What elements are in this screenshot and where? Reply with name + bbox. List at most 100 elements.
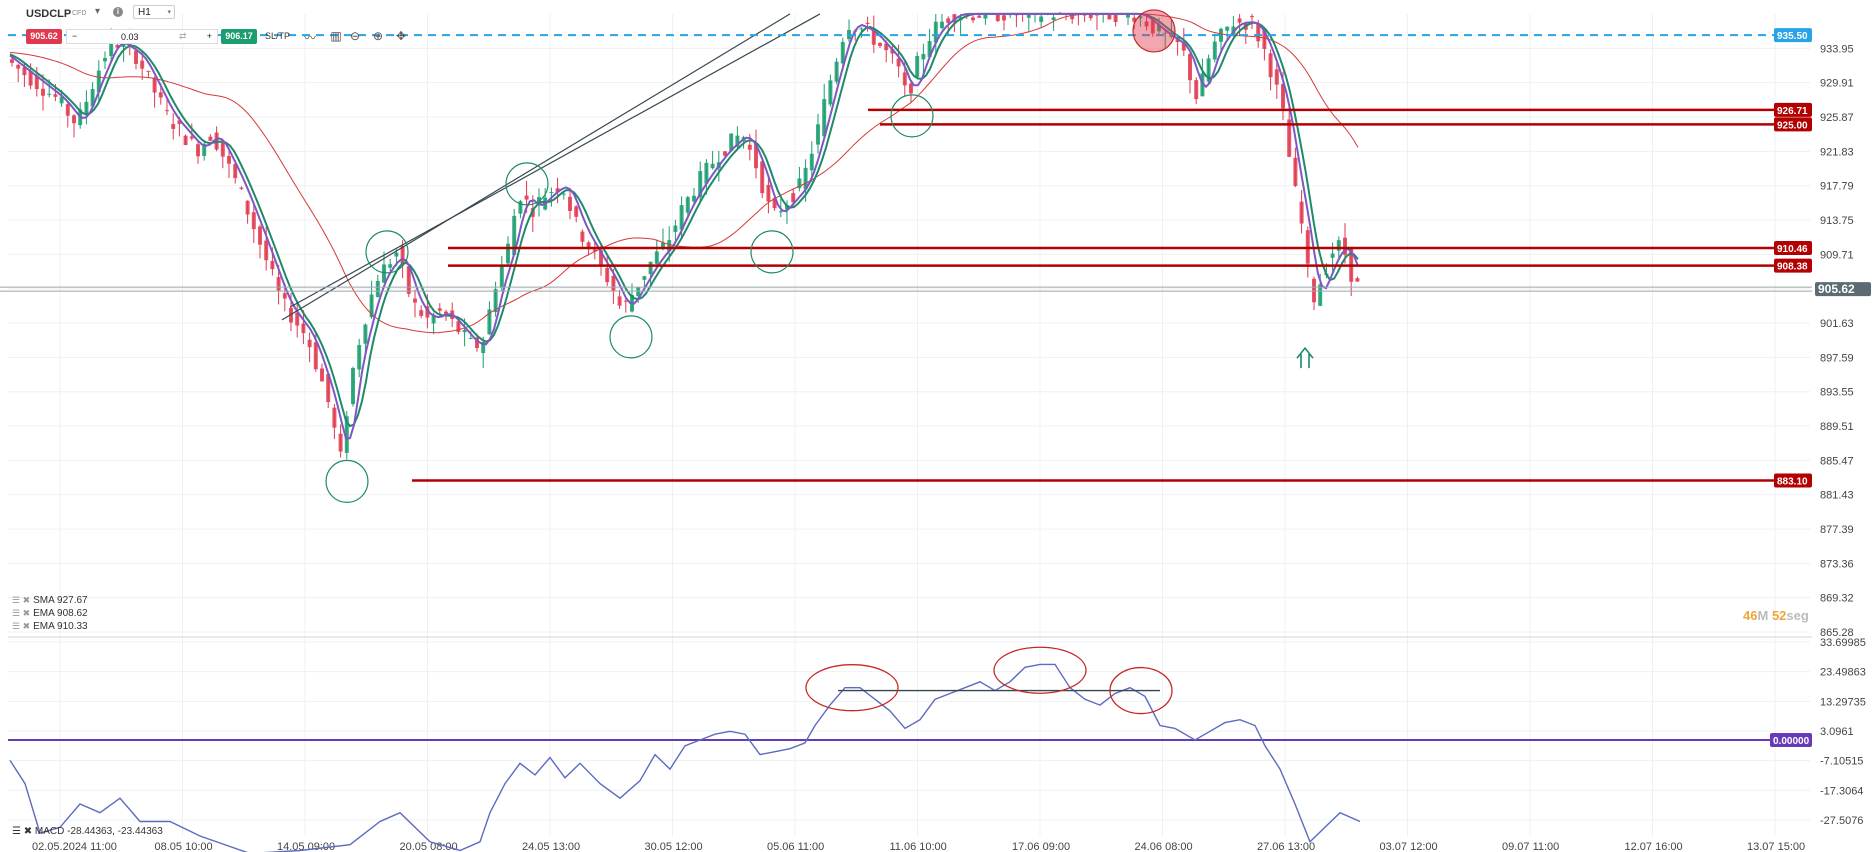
candle-bear — [871, 29, 876, 45]
candle-bear — [326, 374, 331, 403]
chevron-down-icon[interactable]: ▾ — [95, 6, 101, 17]
candle-bear — [456, 321, 461, 333]
candle-bull — [506, 243, 510, 264]
candle-bear — [22, 67, 27, 76]
price-tag — [1815, 282, 1871, 297]
candle-bear — [295, 312, 300, 326]
macd-legend-label: ☰ ✖ MACD -28.44363, -23.44363 — [12, 826, 163, 837]
candle-bear — [580, 231, 585, 242]
candle-bear — [233, 164, 238, 179]
macd-y-tick-label: 33.69985 — [1820, 637, 1866, 649]
candle-bull — [778, 211, 783, 213]
y-tick-label: 929.91 — [1820, 78, 1854, 90]
sell-button[interactable]: 905.62 — [26, 29, 62, 44]
candle-bear — [10, 59, 14, 63]
candle-bear — [605, 267, 610, 283]
trendline — [281, 13, 791, 321]
settings-icon[interactable]: ☰ ✖ — [12, 608, 31, 618]
zoom-out-icon[interactable]: ⊖ — [349, 29, 361, 43]
candle-bull — [834, 61, 839, 82]
candle-bear — [586, 242, 591, 250]
candle-bear — [611, 275, 616, 291]
x-tick-label: 30.05 12:00 — [645, 841, 703, 852]
candle-bull — [344, 416, 349, 453]
candle-bull — [369, 294, 374, 318]
trendline — [289, 13, 821, 308]
candle-bear — [1256, 23, 1261, 42]
candle-bear — [1088, 14, 1093, 19]
candle-bear — [338, 433, 343, 452]
indicator-label: EMA 910.33 — [33, 621, 88, 632]
candle-bull — [1206, 58, 1211, 82]
x-tick-label: 12.07 16:00 — [1625, 841, 1683, 852]
candle-bear — [208, 136, 213, 141]
candle-bear — [437, 308, 442, 311]
symbol-label[interactable]: USDCLP — [26, 8, 72, 20]
price-tag-label: 935.50 — [1777, 31, 1808, 42]
buy-button[interactable]: 906.17 — [221, 29, 257, 44]
quantity-value[interactable]: 0.03 — [121, 32, 139, 42]
settings-icon[interactable]: ☰ ✖ — [12, 621, 31, 631]
candle-bear — [760, 161, 765, 194]
price-tag-label: 908.38 — [1777, 262, 1808, 273]
candle-bear — [425, 306, 430, 318]
candle-bear — [1312, 278, 1316, 303]
time-axis: 02.05.2024 11:00 08.05 10:00 14.05 09:00 20… — [32, 841, 1805, 852]
settings-icon[interactable]: ☰ ✖ — [12, 595, 31, 605]
indicator-row[interactable]: ☰ ✖ EMA 910.33 — [12, 620, 88, 633]
candle-bull — [648, 261, 653, 275]
candle-bear — [524, 195, 529, 200]
price-tag-label: 926.71 — [1777, 106, 1808, 117]
highlight-circle — [505, 162, 549, 206]
indicator-row[interactable]: ☰ ✖ SMA 927.67 — [12, 594, 88, 607]
candle-bear — [902, 72, 907, 86]
candle-bear — [977, 15, 982, 18]
sltp-button[interactable]: SL/TP — [265, 31, 291, 41]
candle-bear — [270, 260, 275, 270]
y-tick-label: 881.43 — [1820, 490, 1854, 502]
candle-bear — [599, 250, 603, 265]
price-tag — [1774, 28, 1812, 43]
candle-bear — [258, 226, 262, 245]
highlight-circle — [1132, 9, 1176, 53]
candle-bull — [481, 342, 486, 354]
candle-bear — [158, 92, 163, 98]
candle-bear — [617, 296, 622, 306]
zoom-in-icon[interactable]: ⊕ — [372, 29, 384, 43]
increase-button[interactable]: + — [206, 31, 212, 41]
candle-bear — [115, 45, 120, 48]
candle-bull — [1225, 26, 1230, 31]
info-icon[interactable]: i — [113, 7, 123, 17]
candle-bull — [121, 42, 126, 48]
candle-bull — [357, 344, 362, 370]
crosshair-icon[interactable]: ✥ — [395, 29, 407, 43]
candle-bear — [1188, 54, 1192, 81]
candle-bull — [661, 242, 665, 247]
candle-bull — [84, 101, 89, 115]
candle-bear — [239, 187, 244, 189]
quantity-stepper[interactable]: − 0.03 ⇄ + — [66, 29, 218, 44]
decrease-button[interactable]: − — [72, 31, 78, 41]
swap-icon[interactable]: ⇄ — [179, 31, 187, 41]
price-tag — [1774, 102, 1812, 117]
indicator-icon[interactable]: 〰 — [303, 31, 316, 45]
candle-bull — [840, 42, 845, 64]
timeframe-select[interactable]: H1 ▾ — [133, 5, 175, 19]
candle-bear — [1343, 237, 1347, 255]
candle-bear — [413, 298, 417, 303]
x-tick-label: 24.05 13:00 — [522, 841, 580, 852]
candle-countdown: 46M 52seg — [1743, 608, 1809, 623]
price-tag-label: 910.46 — [1777, 244, 1808, 255]
price-tag-label: 925.00 — [1777, 120, 1808, 131]
price-axis: 933.95 929.91 925.87 921.83 917.79 913.75 909.… — [1774, 28, 1871, 639]
x-tick-label: 03.07 12:00 — [1380, 841, 1438, 852]
chart-type-icon[interactable]: ▥ — [330, 29, 342, 43]
indicator-row[interactable]: ☰ ✖ EMA 908.62 — [12, 607, 88, 620]
candle-bull — [1330, 253, 1335, 258]
candle-bear — [1194, 80, 1199, 100]
candle-bull — [394, 252, 399, 257]
candle-bull — [462, 329, 467, 333]
price-tag — [1774, 258, 1812, 273]
candle-bull — [729, 133, 734, 151]
